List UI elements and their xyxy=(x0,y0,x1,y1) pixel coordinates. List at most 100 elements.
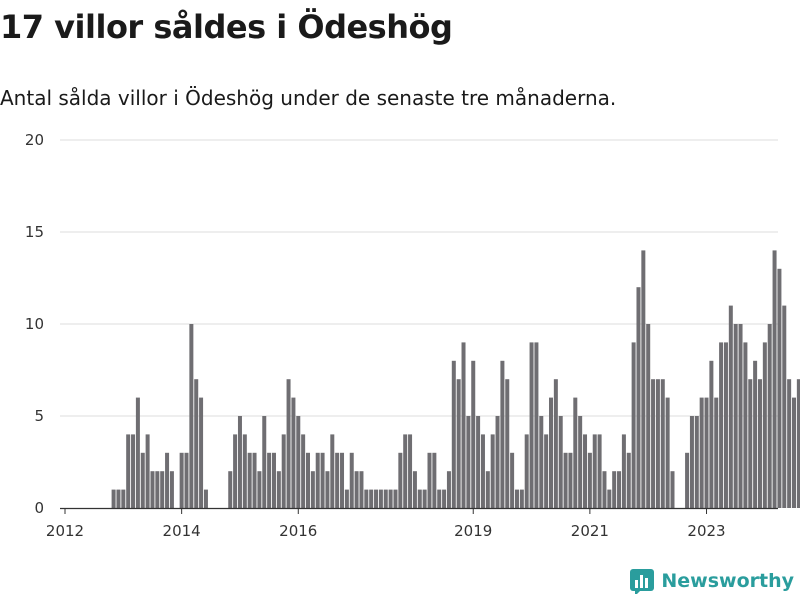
y-tick-label: 5 xyxy=(34,407,44,425)
bar xyxy=(495,416,500,508)
bar xyxy=(417,489,422,508)
bar xyxy=(111,489,116,508)
bar xyxy=(237,416,242,508)
bar xyxy=(306,452,310,508)
bar xyxy=(709,360,714,508)
newsworthy-logo-icon xyxy=(630,569,655,594)
bar xyxy=(296,416,301,508)
chart-subtitle: Antal sålda villor i Ödeshög under de se… xyxy=(0,86,617,110)
bar xyxy=(165,452,170,508)
bar xyxy=(335,452,340,508)
bar xyxy=(422,489,427,508)
bar xyxy=(704,397,709,508)
bar xyxy=(437,489,442,508)
bar xyxy=(369,489,374,508)
bar xyxy=(169,471,174,508)
bar xyxy=(641,250,646,508)
bar xyxy=(291,397,296,508)
chart-title: 17 villor såldes i Ödeshög xyxy=(0,8,453,46)
bar xyxy=(359,471,364,508)
bar xyxy=(490,434,495,508)
bar xyxy=(728,305,733,508)
bar xyxy=(665,397,670,508)
bar xyxy=(466,416,471,508)
x-tick-label: 2019 xyxy=(454,522,492,540)
x-tick-label: 2023 xyxy=(687,522,725,540)
bar xyxy=(199,397,204,508)
bar xyxy=(553,379,558,508)
bars xyxy=(111,250,800,508)
x-tick-label: 2012 xyxy=(46,522,84,540)
bar xyxy=(796,379,800,508)
bar xyxy=(753,360,758,508)
bar xyxy=(651,379,656,508)
bar xyxy=(782,305,787,508)
bar xyxy=(135,397,140,508)
bar xyxy=(646,324,651,508)
bar xyxy=(777,268,782,508)
bar xyxy=(539,416,544,508)
bar xyxy=(228,471,233,508)
bar xyxy=(471,360,476,508)
bar xyxy=(787,379,792,508)
bar xyxy=(281,434,286,508)
bar xyxy=(374,489,379,508)
x-tick-label: 2014 xyxy=(163,522,201,540)
bar xyxy=(480,434,485,508)
bar xyxy=(689,416,694,508)
bar xyxy=(233,434,238,508)
bar xyxy=(364,489,369,508)
y-tick-label: 20 xyxy=(25,131,44,149)
bar xyxy=(612,471,617,508)
bar xyxy=(626,452,631,508)
bar xyxy=(719,342,724,508)
bar xyxy=(398,452,403,508)
bar xyxy=(767,324,772,508)
bar xyxy=(257,471,262,508)
bar xyxy=(534,342,539,508)
bar xyxy=(510,452,515,508)
bar xyxy=(378,489,383,508)
bar xyxy=(276,471,281,508)
bar xyxy=(733,324,738,508)
bar xyxy=(242,434,247,508)
bar xyxy=(145,434,150,508)
bar xyxy=(563,452,568,508)
brand-name: Newsworthy xyxy=(661,570,794,592)
y-tick-label: 15 xyxy=(25,223,44,241)
bar xyxy=(267,452,272,508)
bar xyxy=(568,452,573,508)
bar xyxy=(310,471,315,508)
y-axis-tick-labels: 0 5 10 15 20 xyxy=(25,131,44,517)
bar xyxy=(456,379,461,508)
bar xyxy=(738,324,743,508)
bar xyxy=(757,379,762,508)
bar xyxy=(408,434,413,508)
bar xyxy=(354,471,359,508)
bar xyxy=(621,434,626,508)
bar xyxy=(529,342,534,508)
brand-logo: Newsworthy xyxy=(629,568,794,594)
bar xyxy=(670,471,675,508)
bar xyxy=(519,489,524,508)
bar xyxy=(432,452,437,508)
bar xyxy=(714,397,719,508)
bar xyxy=(340,452,345,508)
bar xyxy=(699,397,704,508)
y-tick-label: 0 xyxy=(34,499,44,517)
bar xyxy=(126,434,131,508)
bar xyxy=(587,452,592,508)
bar xyxy=(461,342,466,508)
bar xyxy=(160,471,165,508)
grid-lines xyxy=(60,139,778,417)
x-tick-label: 2021 xyxy=(571,522,609,540)
bar xyxy=(558,416,563,508)
bar xyxy=(660,379,665,508)
bar xyxy=(427,452,432,508)
bar xyxy=(412,471,417,508)
bar xyxy=(592,434,597,508)
bar xyxy=(325,471,330,508)
bar xyxy=(150,471,155,508)
bar xyxy=(286,379,291,508)
